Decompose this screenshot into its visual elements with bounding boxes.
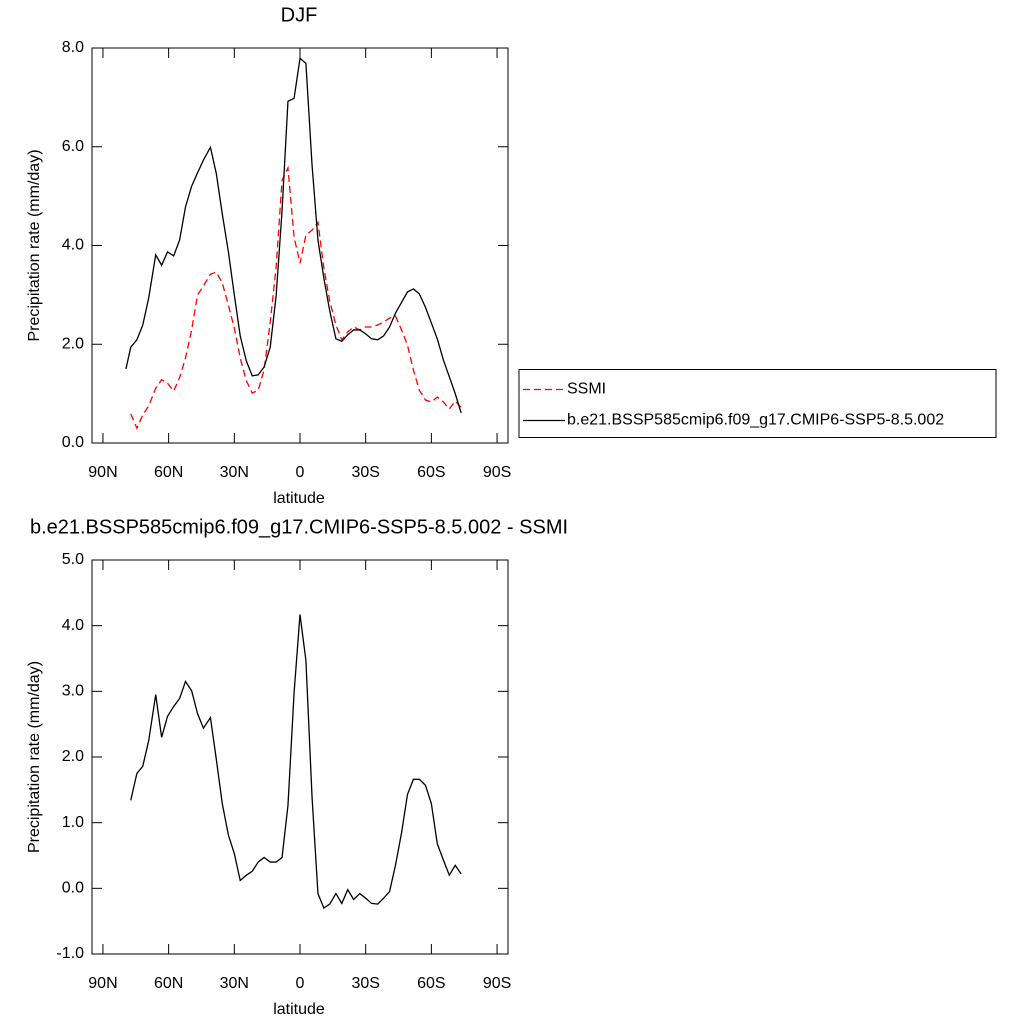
x-tick-label: 60S [417,464,445,481]
y-axis-label: Precipitation rate (mm/day) [26,149,43,341]
y-tick-label: 6.0 [62,138,84,155]
x-tick-label: 90S [483,975,511,992]
y-tick-label: 4.0 [62,617,84,634]
x-axis-label: latitude [273,490,325,507]
y-tick-label: 8.0 [62,39,84,56]
legend-label: SSMI [567,381,606,398]
x-tick-label: 90N [88,975,117,992]
x-tick-label: 30N [220,464,249,481]
y-tick-label: 4.0 [62,237,84,254]
chart-title: DJF [281,4,318,26]
x-tick-label: 90N [88,464,117,481]
x-tick-label: 60S [417,975,445,992]
x-tick-label: 60N [154,975,183,992]
x-tick-label: 60N [154,464,183,481]
data-line [125,57,462,414]
x-tick-label: 0 [296,975,305,992]
y-tick-label: 1.0 [62,814,84,831]
y-tick-label: -1.0 [56,945,84,962]
x-axis-label: latitude [273,1001,325,1018]
x-tick-label: 0 [296,464,305,481]
x-tick-label: 30S [351,464,379,481]
y-tick-label: 0.0 [62,434,84,451]
y-tick-label: 2.0 [62,748,84,765]
legend-box [518,369,997,438]
data-line [130,165,462,430]
chart-title: b.e21.BSSP585cmip6.f09_g17.CMIP6-SSP5-8.… [30,516,568,538]
y-tick-label: 2.0 [62,335,84,352]
y-tick-label: 0.0 [62,880,84,897]
x-tick-label: 30S [351,975,379,992]
x-tick-label: 30N [220,975,249,992]
plot-frame [91,47,509,444]
y-tick-label: 5.0 [62,551,84,568]
legend-label: b.e21.BSSP585cmip6.f09_g17.CMIP6-SSP5-8.… [567,412,944,429]
x-tick-label: 90S [483,464,511,481]
y-tick-label: 3.0 [62,683,84,700]
data-line [130,614,462,910]
y-axis-label: Precipitation rate (mm/day) [26,661,43,853]
